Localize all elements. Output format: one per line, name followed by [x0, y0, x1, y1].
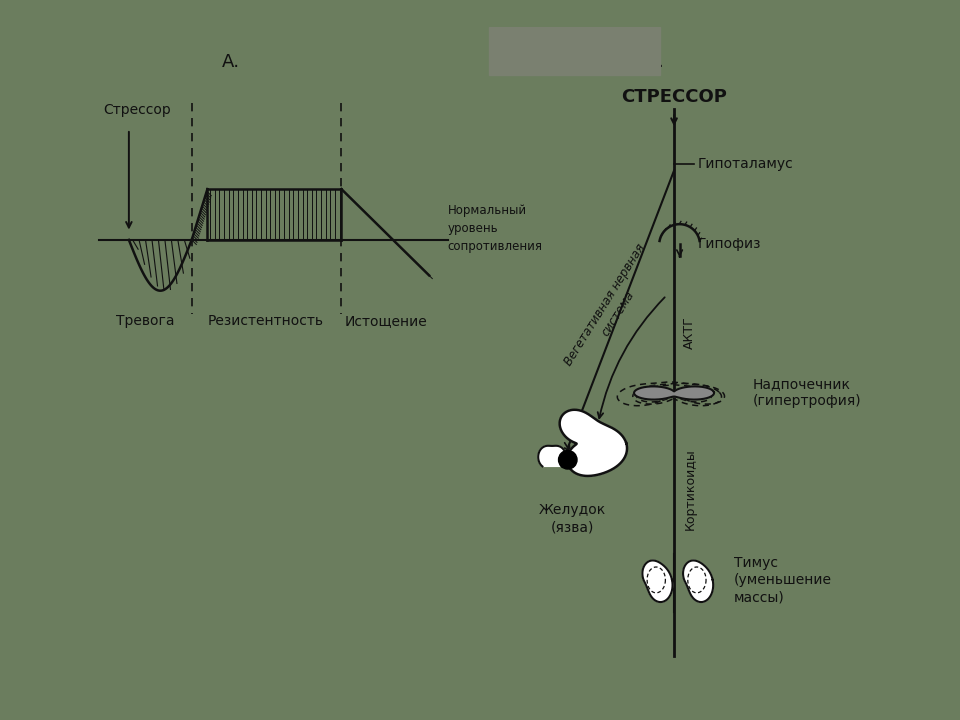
Polygon shape	[642, 560, 673, 602]
Text: СТРЕССОР: СТРЕССОР	[621, 88, 727, 106]
Text: Желудок
(язва): Желудок (язва)	[539, 503, 606, 534]
Text: Кортикоиды: Кортикоиды	[684, 449, 696, 530]
Text: Нормальный
уровень
сопротивления: Нормальный уровень сопротивления	[447, 204, 542, 253]
Text: Стрессор: Стрессор	[103, 103, 171, 117]
Text: А.: А.	[222, 53, 240, 71]
Polygon shape	[539, 446, 566, 467]
Text: Гипофиз: Гипофиз	[697, 238, 760, 251]
Text: Тимус
(уменьшение
массы): Тимус (уменьшение массы)	[734, 556, 832, 604]
Text: Вегетативная нервная
система: Вегетативная нервная система	[562, 242, 660, 377]
Polygon shape	[683, 560, 713, 602]
Text: Истощение: Истощение	[345, 314, 427, 328]
Text: Резистентность: Резистентность	[207, 314, 324, 328]
Text: АКТГ: АКТГ	[684, 316, 696, 348]
Text: Б.: Б.	[647, 53, 664, 71]
Polygon shape	[560, 410, 627, 476]
Text: Гипоталамус: Гипоталамус	[697, 157, 793, 171]
Text: Надпочечник
(гипертрофия): Надпочечник (гипертрофия)	[753, 377, 861, 408]
Bar	[490, 27, 660, 76]
Circle shape	[559, 451, 577, 469]
Polygon shape	[634, 387, 714, 400]
Text: Тревога: Тревога	[116, 314, 175, 328]
